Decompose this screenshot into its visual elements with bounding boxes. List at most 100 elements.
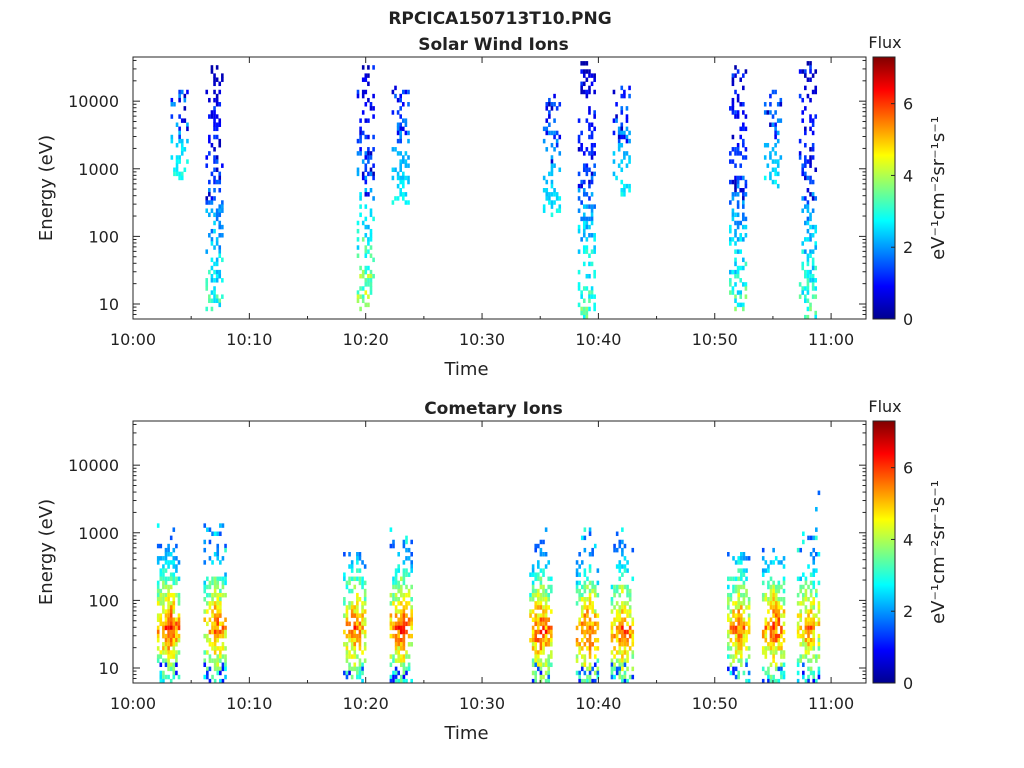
heatmap-cell <box>364 151 368 156</box>
heatmap-cell <box>218 245 222 250</box>
heatmap-cell <box>389 592 393 598</box>
heatmap-cell <box>407 163 410 168</box>
heatmap-cell <box>811 233 815 238</box>
heatmap-cell <box>628 625 632 631</box>
heatmap-cell <box>588 134 591 140</box>
heatmap-cell <box>211 592 214 598</box>
heatmap-cell <box>812 535 816 541</box>
heatmap-cell <box>359 286 362 291</box>
heatmap-cell <box>613 584 616 590</box>
heatmap-cell <box>203 539 207 545</box>
heatmap-cell <box>591 588 594 594</box>
heatmap-cell <box>578 564 581 569</box>
heatmap-cell <box>582 314 586 320</box>
heatmap-cell <box>534 646 538 651</box>
heatmap-cell <box>550 200 554 205</box>
y-tick-label: 10000 <box>68 456 119 475</box>
heatmap-cell <box>623 605 627 610</box>
heatmap-cell <box>167 654 170 659</box>
heatmap-cell <box>400 601 403 606</box>
heatmap-cell <box>767 678 770 684</box>
heatmap-cell <box>350 560 354 565</box>
heatmap-cell <box>577 249 581 254</box>
heatmap-cell <box>402 621 406 627</box>
heatmap-cell <box>586 605 589 610</box>
heatmap-cell <box>809 216 812 222</box>
heatmap-cell <box>610 597 614 602</box>
heatmap-cell <box>734 114 737 119</box>
heatmap-cell <box>590 81 594 87</box>
y-tick-label: 1000 <box>78 160 119 179</box>
heatmap-cell <box>213 212 216 218</box>
heatmap-cell <box>814 196 818 201</box>
heatmap-cell <box>164 592 168 598</box>
heatmap-cell <box>817 637 821 643</box>
heatmap-cell <box>159 568 163 573</box>
heatmap-cell <box>345 674 349 680</box>
heatmap-cell <box>353 642 357 647</box>
heatmap-cell <box>575 654 579 659</box>
heatmap-cell <box>356 568 359 573</box>
heatmap-cell <box>772 592 775 598</box>
heatmap-cell <box>804 609 808 614</box>
heatmap-cell <box>359 265 362 271</box>
heatmap-cell <box>358 629 362 635</box>
heatmap-cell <box>348 650 351 655</box>
heatmap-cell <box>162 670 165 676</box>
heatmap-cell <box>175 629 178 635</box>
heatmap-cell <box>531 637 535 643</box>
heatmap-cell <box>729 151 732 156</box>
heatmap-cell <box>550 171 554 177</box>
heatmap-cell <box>173 167 176 173</box>
heatmap-cell <box>353 646 357 651</box>
heatmap-cell <box>392 576 395 582</box>
heatmap-cell <box>618 646 622 651</box>
heatmap-cell <box>588 233 591 238</box>
heatmap-cell <box>734 633 738 639</box>
heatmap-cell <box>812 572 816 577</box>
heatmap-cell <box>169 552 173 557</box>
heatmap-cell <box>623 646 627 651</box>
heatmap-cell <box>213 126 216 132</box>
heatmap-cell <box>588 122 591 127</box>
heatmap-cell <box>531 564 535 569</box>
heatmap-cell <box>167 637 170 643</box>
heatmap-cell <box>618 613 622 618</box>
heatmap-cell <box>782 588 786 594</box>
heatmap-cell <box>164 584 168 590</box>
heatmap-cell <box>623 556 627 561</box>
heatmap-cell <box>806 314 810 320</box>
heatmap-cell <box>623 658 627 663</box>
heatmap-cell <box>397 654 400 659</box>
heatmap-cell <box>218 102 222 107</box>
heatmap-cell <box>555 142 559 148</box>
heatmap-cell <box>737 629 741 635</box>
heatmap-cell <box>162 601 165 606</box>
heatmap-cell <box>590 261 594 267</box>
heatmap-cell <box>167 547 170 553</box>
heatmap-cell <box>215 294 219 299</box>
heatmap-cell <box>216 629 220 635</box>
heatmap-cell <box>177 674 181 680</box>
heatmap-cell <box>172 642 176 647</box>
heatmap-cell <box>737 642 741 647</box>
heatmap-cell <box>591 584 594 590</box>
heatmap-cell <box>767 670 770 676</box>
heatmap-cell <box>167 666 170 672</box>
heatmap-cell <box>548 171 551 177</box>
heatmap-cell <box>537 597 540 602</box>
heatmap-cell <box>613 592 616 598</box>
heatmap-cell <box>172 629 176 635</box>
heatmap-cell <box>558 196 562 201</box>
heatmap-cell <box>618 609 622 614</box>
heatmap-cell <box>159 597 163 602</box>
heatmap-cell <box>156 523 160 528</box>
heatmap-cell <box>729 200 732 205</box>
heatmap-cell <box>736 200 740 205</box>
heatmap-cell <box>537 576 540 582</box>
heatmap-cell <box>620 179 624 185</box>
heatmap-cell <box>394 592 398 598</box>
heatmap-cell <box>801 69 805 74</box>
heatmap-cell <box>740 629 743 635</box>
heatmap-cell <box>162 572 165 577</box>
